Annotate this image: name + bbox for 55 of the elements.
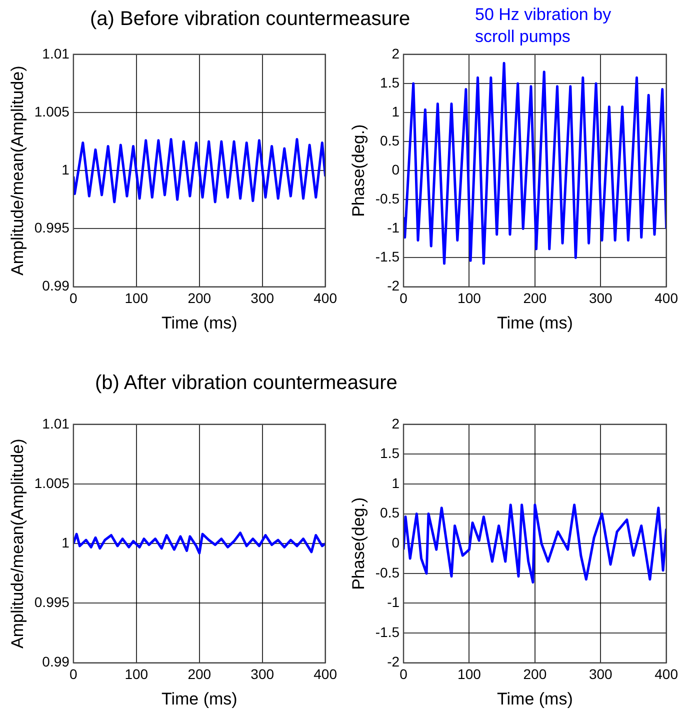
x-tick-label: 300 — [588, 666, 613, 682]
y-tick-label: 1.5 — [380, 445, 400, 462]
y-tick-label: 0 — [392, 161, 400, 178]
y-tick-label: 1 — [62, 161, 70, 178]
x-tick-label: 300 — [250, 666, 274, 682]
y-axis-title: Amplitude/mean(Amplitude) — [8, 66, 27, 276]
y-tick-label: -1.5 — [375, 624, 400, 640]
x-tick-label: 400 — [314, 666, 338, 682]
x-tick-label: 400 — [654, 290, 678, 306]
y-tick-label: 1 — [392, 103, 400, 120]
x-tick-label: 400 — [314, 290, 338, 306]
y-tick-label: 1.005 — [34, 474, 70, 491]
y-axis-title: Amplitude/mean(Amplitude) — [8, 438, 27, 648]
x-axis-title: Time (ms) — [496, 313, 573, 332]
y-tick-label: -0.5 — [375, 564, 400, 580]
x-axis-title: Time (ms) — [161, 689, 238, 708]
y-tick-label: 0.995 — [34, 220, 70, 236]
y-tick-label: -1 — [387, 594, 400, 610]
y-axis-title: Phase(deg.) — [348, 124, 368, 217]
x-tick-label: 100 — [458, 666, 482, 682]
y-tick-label: 0.995 — [34, 594, 70, 610]
y-axis-title: Phase(deg.) — [348, 497, 368, 590]
x-tick-label: 200 — [523, 290, 547, 306]
y-tick-label: -0.5 — [375, 190, 400, 207]
chart-title: (a) Before vibration countermeasure — [90, 8, 410, 31]
x-axis-title: Time (ms) — [161, 313, 238, 332]
y-tick-label: -2 — [387, 278, 400, 294]
y-tick-label: -1 — [387, 220, 400, 236]
y-tick-label: 1 — [62, 534, 70, 550]
y-tick-label: 1.005 — [34, 103, 70, 120]
y-tick-label: 0.99 — [42, 278, 70, 294]
x-tick-label: 200 — [188, 290, 212, 306]
x-tick-label: 300 — [250, 290, 274, 306]
y-tick-label: 1.01 — [42, 415, 70, 432]
x-tick-label: 100 — [124, 290, 148, 306]
y-tick-label: 1 — [392, 474, 400, 491]
text: 50 Hz vibration by scroll pumps — [475, 4, 612, 48]
x-axis-title: Time (ms) — [496, 689, 573, 708]
y-tick-label: -1.5 — [375, 248, 400, 265]
y-tick-label: 0.99 — [42, 654, 70, 670]
y-tick-label: 1.5 — [380, 74, 400, 90]
y-tick-label: 1.01 — [42, 45, 70, 62]
x-tick-label: 300 — [588, 290, 613, 306]
x-tick-label: 100 — [458, 290, 482, 306]
y-tick-label: 0.5 — [380, 504, 400, 521]
y-tick-label: 0.5 — [380, 132, 400, 148]
x-tick-label: 200 — [188, 666, 212, 682]
chart-title: (b) After vibration countermeasure — [95, 372, 398, 395]
x-tick-label: 200 — [523, 666, 547, 682]
y-tick-label: 2 — [392, 415, 400, 432]
x-tick-label: 100 — [124, 666, 148, 682]
y-tick-label: 0 — [392, 534, 400, 550]
x-tick-label: 400 — [654, 666, 678, 682]
y-tick-label: 2 — [392, 45, 400, 62]
y-tick-label: -2 — [387, 654, 400, 670]
